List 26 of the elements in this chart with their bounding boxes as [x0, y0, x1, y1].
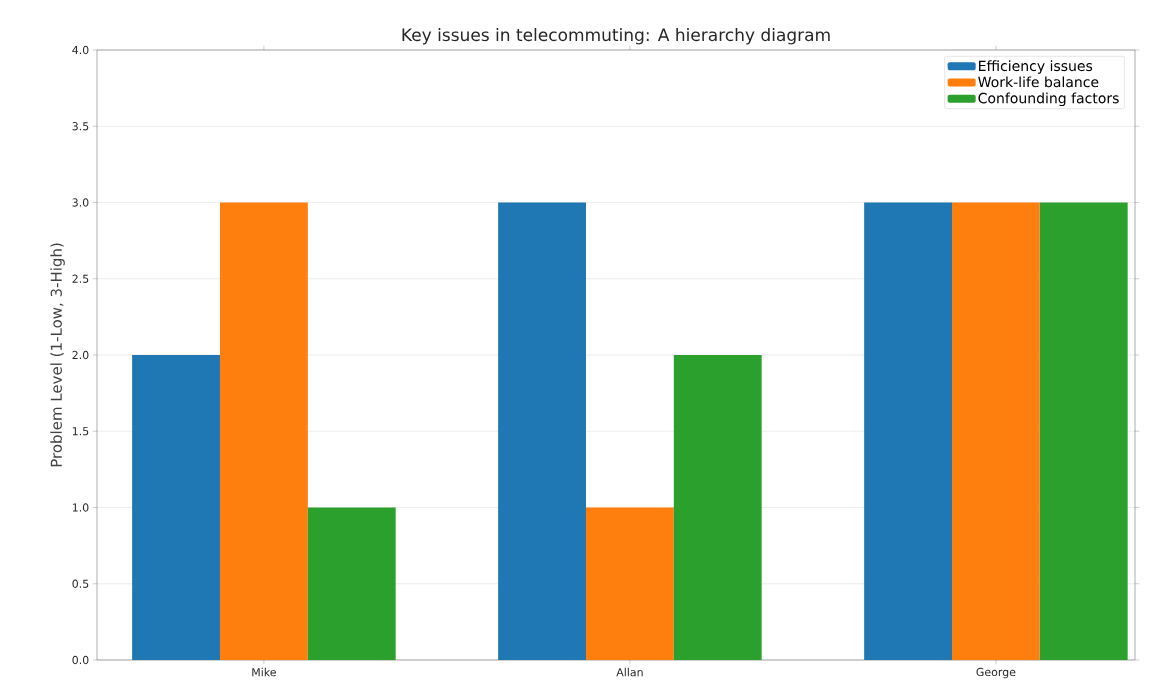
- legend-label: Work-life balance: [978, 76, 1099, 88]
- bar: [673, 354, 762, 660]
- y-tick-label: 2.5: [72, 274, 89, 283]
- x-tick-label: Mike: [252, 667, 276, 677]
- y-tick-label: 3.5: [72, 122, 89, 131]
- bar: [307, 507, 396, 660]
- y-tick-label: 3.0: [72, 198, 89, 207]
- y-axis-title: Problem Level (1-Low, 3-High): [50, 243, 65, 467]
- chart-title: Key issues in telecommuting: A hierarchy diagram: [402, 28, 830, 45]
- bar: [132, 354, 220, 660]
- bar: [951, 202, 1040, 660]
- x-tick-label: George: [976, 667, 1016, 679]
- bar: [585, 507, 674, 660]
- y-tick-label: 0.0: [72, 655, 89, 665]
- y-tick-label: 4.0: [72, 45, 89, 55]
- y-tick-label: 0.5: [72, 579, 89, 588]
- bar: [498, 202, 586, 660]
- legend-label: Efficiency issues: [979, 60, 1093, 74]
- y-tick-label: 2.0: [72, 350, 89, 360]
- legend-label: Confounding factors: [978, 92, 1119, 107]
- bar: [1039, 202, 1128, 660]
- y-tick-label: 1.5: [72, 427, 89, 436]
- bar: [219, 202, 308, 660]
- y-tick-label: 1.0: [72, 503, 89, 512]
- bar: [864, 202, 952, 660]
- x-tick-label: Allan: [616, 667, 643, 677]
